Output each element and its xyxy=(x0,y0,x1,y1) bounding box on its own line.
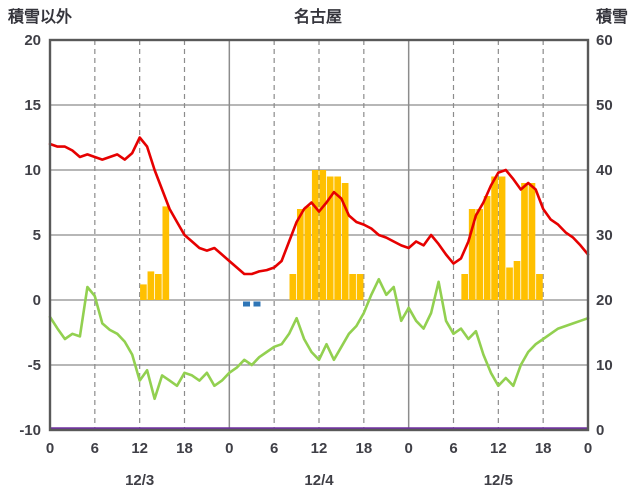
right-axis-tick-label: 40 xyxy=(596,162,613,179)
chart-title: 名古屋 xyxy=(294,7,342,26)
right-axis-tick-label: 20 xyxy=(596,292,613,309)
blue-mark xyxy=(243,301,251,307)
amber-bar xyxy=(513,261,521,300)
hour-tick-label: 0 xyxy=(46,440,54,457)
left-axis-tick-label: 5 xyxy=(33,227,41,244)
amber-bar xyxy=(311,170,319,300)
amber-bar xyxy=(155,274,162,300)
amber-bar xyxy=(356,274,364,300)
left-axis-tick-label: 15 xyxy=(24,97,41,114)
hour-tick-label: 12 xyxy=(131,440,148,457)
amber-bar xyxy=(521,183,528,300)
hour-tick-label: 18 xyxy=(535,440,552,457)
hour-tick-label: 0 xyxy=(225,440,233,457)
left-axis-tick-label: 10 xyxy=(24,162,41,179)
amber-bar xyxy=(289,274,297,300)
amber-bar xyxy=(326,176,334,300)
left-axis-title: 積雪以外 xyxy=(7,7,72,26)
amber-bar xyxy=(491,176,498,300)
blue-mark xyxy=(253,301,261,307)
right-axis-tick-label: 50 xyxy=(596,97,613,114)
chart-grid xyxy=(50,40,588,430)
amber-bar xyxy=(334,176,342,300)
date-label: 12/4 xyxy=(304,472,334,489)
hour-tick-label: 18 xyxy=(355,440,372,457)
amber-bar xyxy=(341,183,349,300)
chart-bars xyxy=(140,170,543,300)
amber-bar xyxy=(536,274,543,300)
hour-tick-label: 12 xyxy=(311,440,328,457)
hour-tick-label: 6 xyxy=(270,440,278,457)
plot-frame xyxy=(48,38,590,432)
date-label: 12/5 xyxy=(484,472,513,489)
left-axis-tick-label: -10 xyxy=(19,422,41,439)
right-axis-tick-label: 60 xyxy=(596,32,613,49)
chart-lines xyxy=(48,136,590,430)
amber-bar xyxy=(498,176,506,300)
right-axis-title: 積雪 xyxy=(595,7,628,26)
hour-tick-label: 0 xyxy=(404,440,412,457)
green-line xyxy=(48,277,590,401)
amber-bar xyxy=(162,206,170,300)
amber-bar xyxy=(468,209,476,300)
hour-tick-label: 6 xyxy=(91,440,99,457)
amber-bar xyxy=(483,196,491,300)
amber-bar xyxy=(147,271,155,300)
hour-tick-label: 12 xyxy=(490,440,507,457)
hour-tick-label: 18 xyxy=(176,440,193,457)
left-axis-tick-label: 0 xyxy=(33,292,41,309)
amber-bar xyxy=(304,206,312,300)
amber-bar xyxy=(140,284,147,300)
amber-bar xyxy=(461,274,469,300)
date-label: 12/3 xyxy=(125,472,154,489)
amber-bar xyxy=(319,170,327,300)
hour-tick-label: 6 xyxy=(449,440,457,457)
red-line xyxy=(48,136,590,276)
left-axis-tick-label: 20 xyxy=(24,32,41,49)
amber-bar xyxy=(528,183,536,300)
right-axis-tick-label: 0 xyxy=(596,422,604,439)
amber-bar xyxy=(349,274,356,300)
right-axis-tick-label: 10 xyxy=(596,357,613,374)
amber-bar xyxy=(506,267,513,300)
amber-bar xyxy=(476,209,483,300)
amber-bar xyxy=(296,209,304,300)
left-axis-tick-label: -5 xyxy=(28,357,41,374)
hour-tick-label: 0 xyxy=(584,440,592,457)
right-axis-tick-label: 30 xyxy=(596,227,613,244)
chart-frame xyxy=(48,38,590,432)
